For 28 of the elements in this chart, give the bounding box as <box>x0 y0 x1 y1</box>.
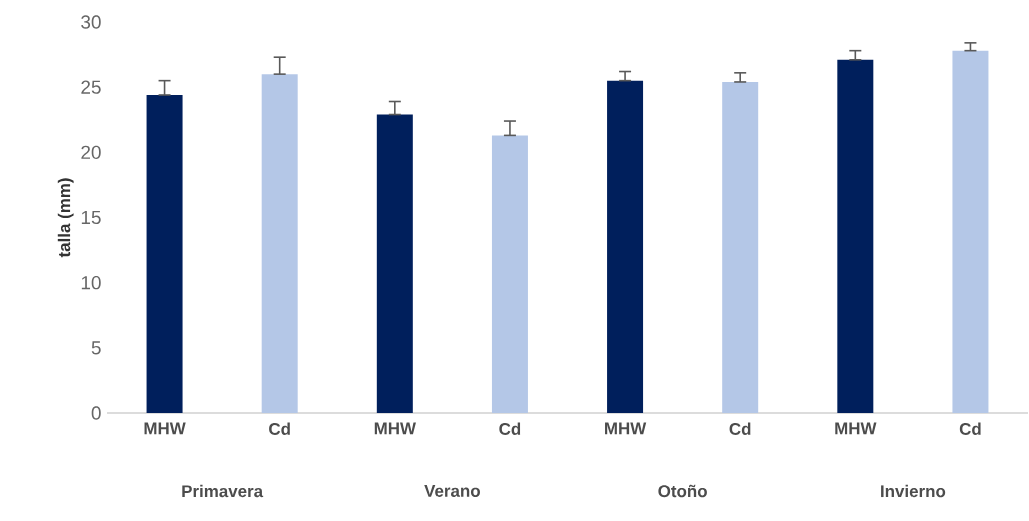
x-tick-label: Cd <box>729 422 751 435</box>
x-tick-label: MHW <box>374 422 416 435</box>
text: Primavera <box>182 484 264 498</box>
bar <box>491 135 528 413</box>
y-tick-label: 25 <box>81 80 101 94</box>
x-tick-label: Cd <box>269 422 290 435</box>
bar <box>261 74 298 413</box>
x-tick-label: MHW <box>835 422 877 435</box>
y-tick-label: 10 <box>81 275 101 290</box>
y-axis-title: talla (mm) <box>57 178 74 258</box>
y-tick-label: 15 <box>81 210 101 225</box>
text: Otoño <box>658 484 707 498</box>
text: Verano <box>424 485 480 497</box>
x-tick-label: Cd <box>499 422 521 435</box>
bar <box>837 59 874 413</box>
x-tick-label: MHW <box>605 422 647 435</box>
bar <box>376 114 413 413</box>
text: Invierno <box>881 484 946 498</box>
x-tick-label: MHW <box>144 422 186 435</box>
y-tick-label: 0 <box>91 406 101 420</box>
bar <box>607 80 644 413</box>
bar <box>146 94 183 413</box>
y-tick-label: 5 <box>91 341 101 355</box>
x-tick-label: Cd <box>959 422 981 435</box>
y-tick-label: 30 <box>81 15 101 29</box>
bar <box>722 81 759 413</box>
y-tick-label: 20 <box>81 145 101 160</box>
bar <box>952 50 989 413</box>
